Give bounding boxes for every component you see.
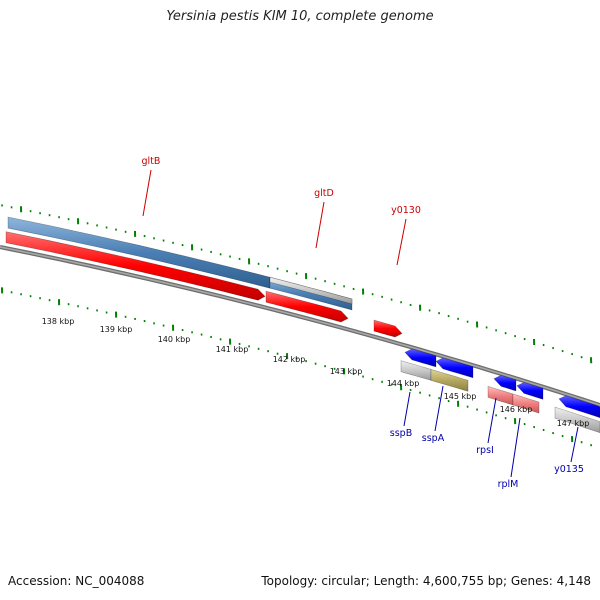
cds-gltD-overlay[interactable] [269, 276, 353, 305]
gene-label-sspA[interactable]: sspA [422, 433, 445, 444]
scale-label: 139 kbp [100, 325, 133, 334]
gene-label-sspB[interactable]: sspB [390, 428, 412, 439]
gene-label-rpsI[interactable]: rpsI [476, 445, 494, 456]
scale-label: 140 kbp [158, 335, 191, 344]
gene-gltB[interactable] [5, 231, 266, 301]
map-title: Yersinia pestis KIM 10, complete genome [166, 9, 434, 24]
scale-label: 147 kbp [557, 419, 590, 428]
gene-label-gltB[interactable]: gltB [142, 156, 161, 167]
gene-label-y0130[interactable]: y0130 [391, 205, 421, 216]
gene-sspB[interactable] [404, 348, 437, 368]
scale-label: 144 kbp [387, 379, 420, 388]
cds-rplM[interactable] [512, 393, 540, 414]
scale-label: 138 kbp [42, 317, 75, 326]
cds-sspA[interactable] [430, 369, 469, 392]
cds-y0135[interactable] [554, 406, 600, 434]
scale-label: 142 kbp [273, 355, 306, 364]
gene-label-y0135[interactable]: y0135 [554, 464, 584, 475]
genome-summary-text: Topology: circular; Length: 4,600,755 bp… [261, 574, 591, 588]
gene-sspA[interactable] [435, 357, 474, 379]
gene-rplM[interactable] [516, 382, 544, 400]
genome-backbone [0, 244, 600, 408]
gene-gltD[interactable] [265, 290, 349, 323]
gene-rpsI[interactable] [493, 374, 517, 392]
scale-labels: 138 kbp 139 kbp 140 kbp 141 kbp 142 kbp 143 k… [42, 317, 590, 428]
feature-layer [5, 216, 600, 434]
reverse-ruler-ticks [1, 287, 592, 447]
gene-label-gltD[interactable]: gltD [314, 188, 334, 199]
gene-y0130[interactable] [373, 319, 403, 338]
gene-y0135[interactable] [558, 395, 600, 419]
scale-label: 143 kbp [330, 367, 363, 376]
scale-label: 146 kbp [500, 405, 533, 414]
scale-label: 141 kbp [216, 345, 249, 354]
forward-ruler-ticks [1, 204, 593, 364]
gene-labels: gltB gltD y0130 sspB sspA rpsI rplM y0135 [142, 156, 584, 490]
gene-label-rplM[interactable]: rplM [498, 479, 519, 490]
scale-label: 145 kbp [444, 392, 477, 401]
accession-text: Accession: NC_004088 [8, 574, 145, 588]
